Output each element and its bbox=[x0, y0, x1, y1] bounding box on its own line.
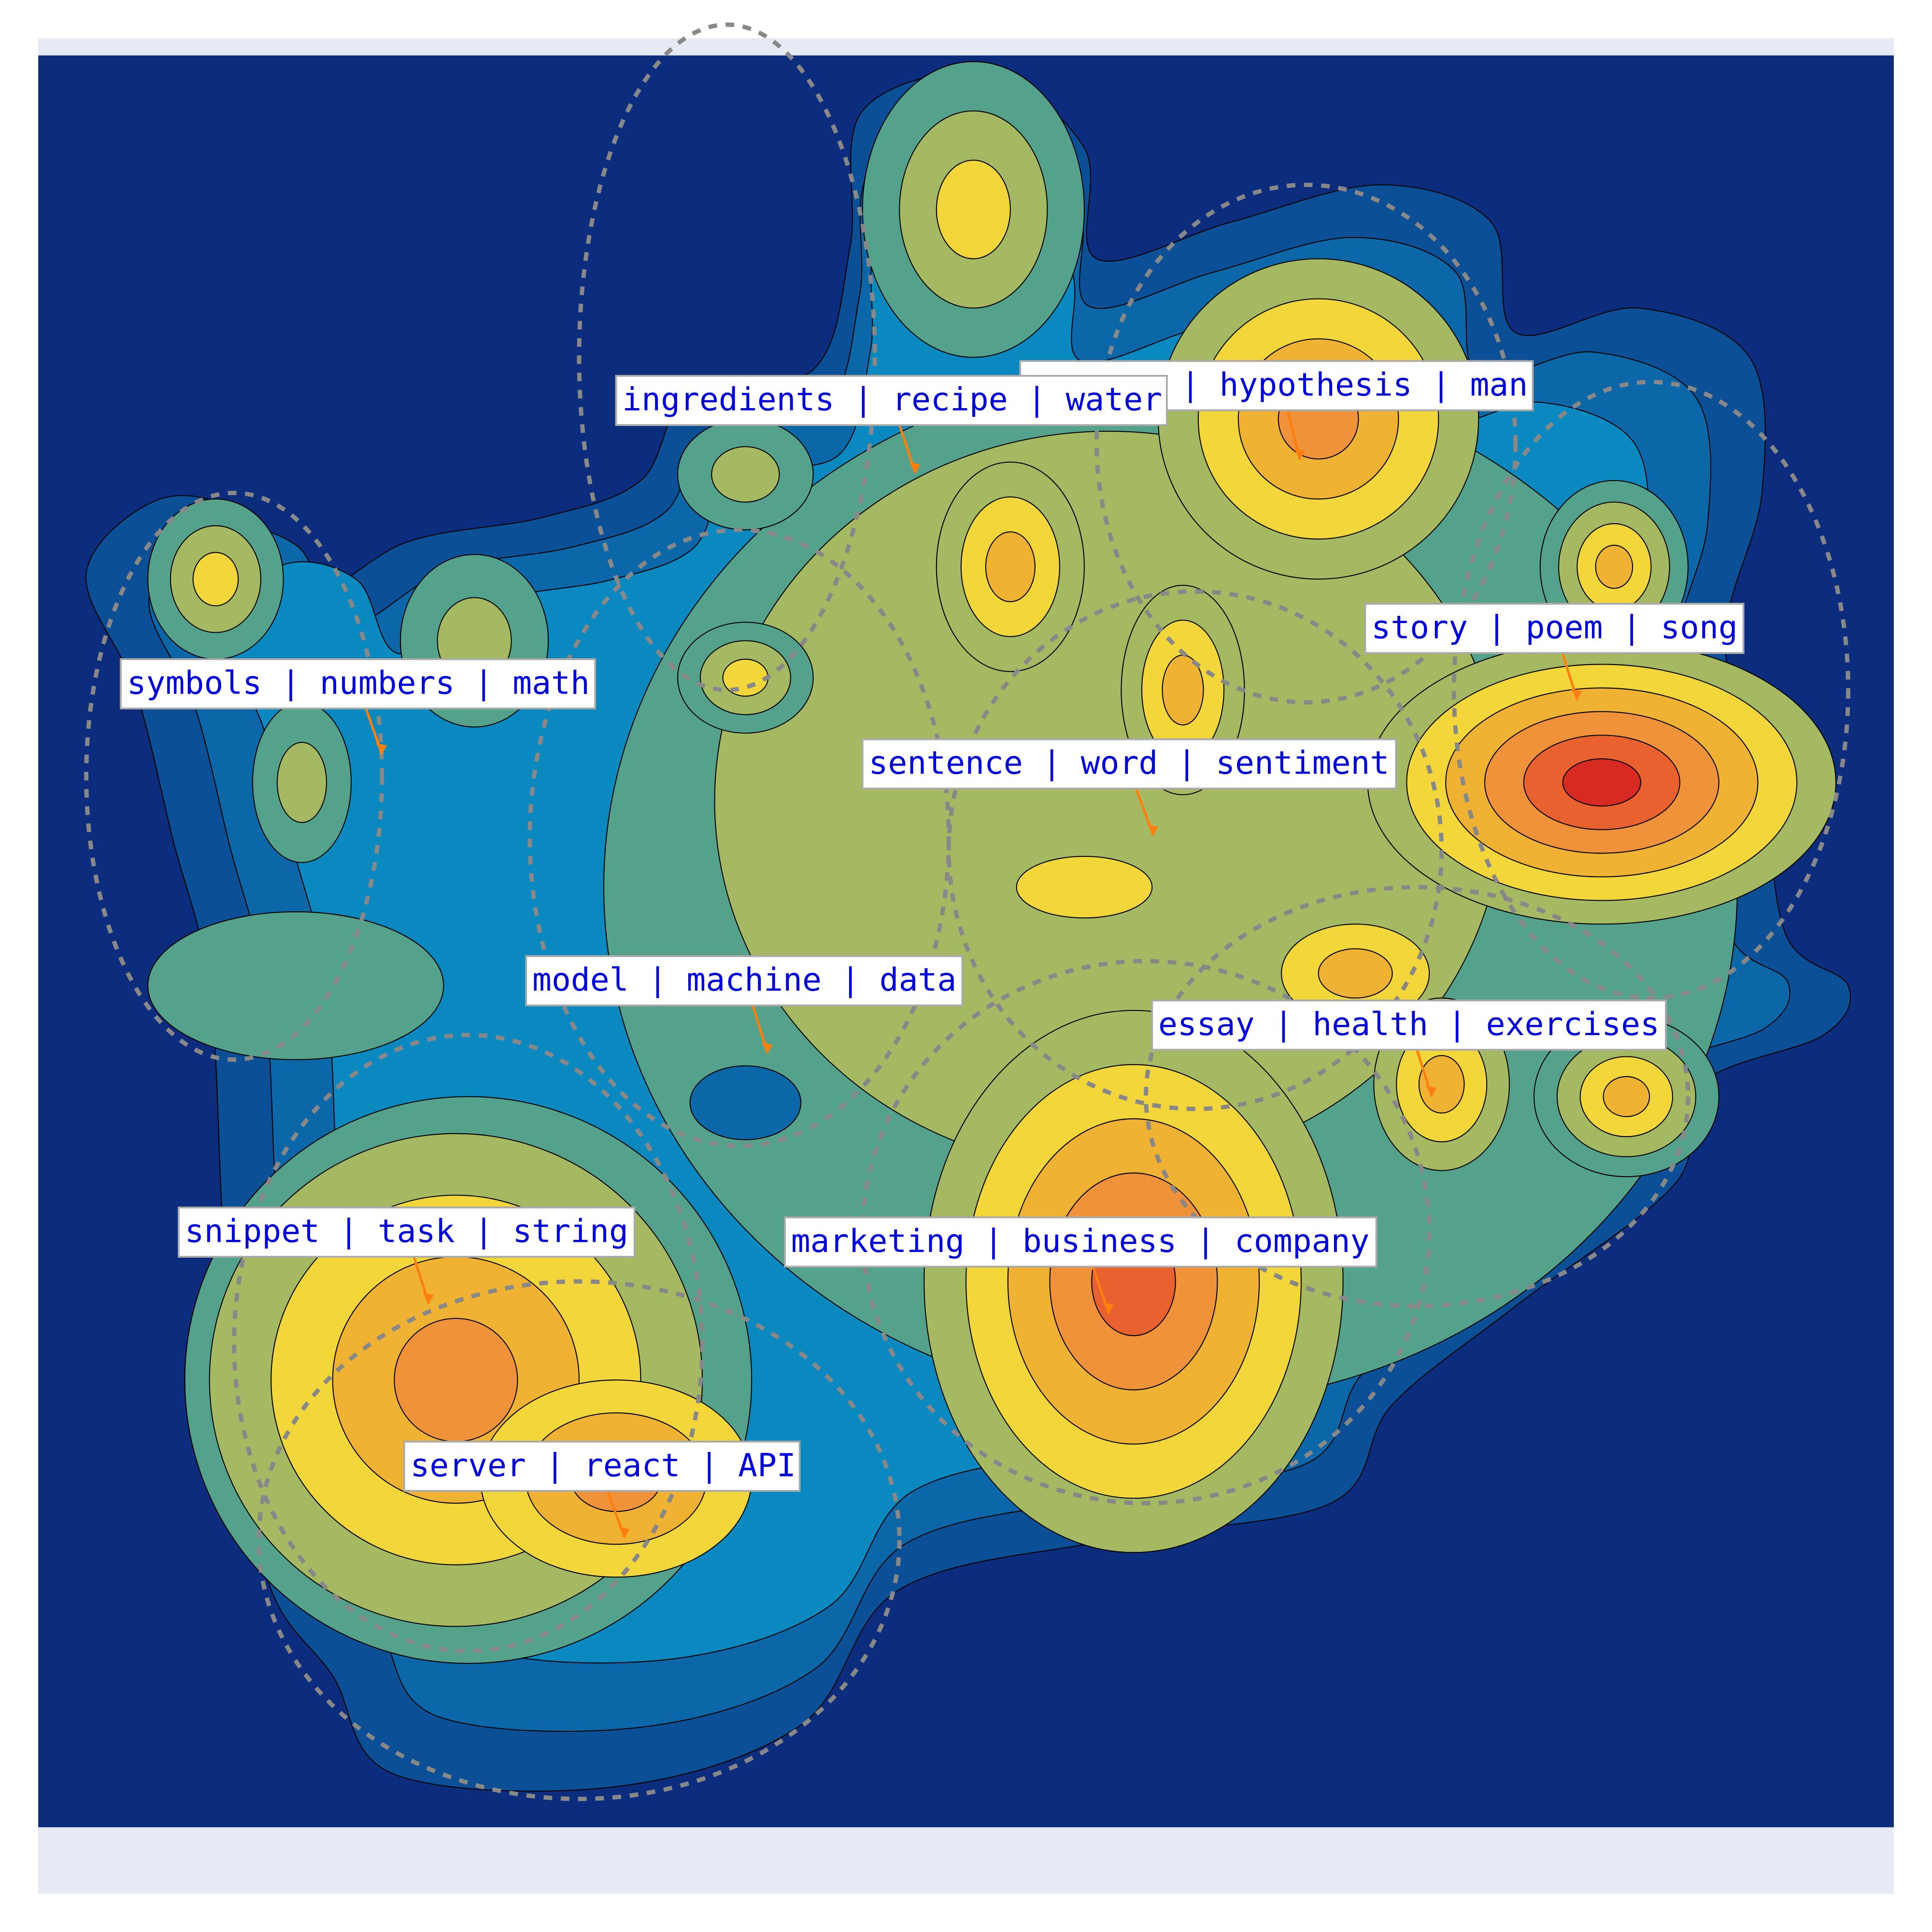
topic-label: server | react | API bbox=[410, 1446, 796, 1484]
topic-label: ingredients | recipe | water bbox=[622, 381, 1162, 418]
topic-label: model | machine | data bbox=[532, 961, 956, 998]
cluster-outline bbox=[946, 589, 1444, 1111]
contour bbox=[711, 446, 780, 503]
contour bbox=[1595, 544, 1634, 589]
contour bbox=[1418, 1055, 1465, 1114]
arrow-head bbox=[618, 1526, 630, 1538]
topic-label: marketing | business | company bbox=[791, 1222, 1370, 1260]
arrow-head bbox=[1103, 1302, 1114, 1314]
contour bbox=[1318, 948, 1393, 999]
contour bbox=[1016, 855, 1153, 919]
topic-label: snippet | task | string bbox=[185, 1212, 628, 1250]
label-box bbox=[615, 375, 1168, 426]
topic-label: symbols | numbers | math bbox=[127, 664, 590, 701]
contour bbox=[147, 911, 444, 1060]
arrow-head bbox=[423, 1293, 434, 1304]
label-box bbox=[784, 1216, 1378, 1268]
label-box bbox=[525, 955, 964, 1007]
label-box bbox=[861, 738, 1397, 790]
contour bbox=[394, 1318, 518, 1442]
arrow-head bbox=[1293, 448, 1305, 460]
label-box bbox=[1364, 603, 1745, 654]
topic-label: story | poem | song bbox=[1371, 609, 1738, 646]
cluster-outline bbox=[527, 527, 951, 1148]
cluster-outline bbox=[1451, 380, 1850, 1000]
label-box bbox=[403, 1440, 801, 1492]
contour bbox=[722, 658, 769, 697]
cluster-outline bbox=[256, 1279, 902, 1801]
cluster-outlines bbox=[84, 22, 1850, 1801]
arrow-head bbox=[1425, 1085, 1437, 1097]
contour bbox=[689, 1065, 802, 1140]
topic-labels: | hypothesis | man ingredients | recipe |… bbox=[120, 360, 1745, 1538]
arrow-head bbox=[1571, 689, 1582, 700]
cluster-outline bbox=[577, 22, 877, 693]
contour bbox=[192, 552, 239, 607]
contour bbox=[1603, 1076, 1650, 1117]
contour bbox=[276, 741, 327, 823]
cluster-outline bbox=[232, 1033, 705, 1653]
arrow-head bbox=[909, 462, 921, 473]
contour bbox=[936, 159, 1011, 259]
cluster-outline bbox=[1094, 183, 1518, 705]
label-box bbox=[177, 1207, 636, 1258]
topic-label: | hypothesis | man bbox=[1181, 366, 1528, 403]
arrow-head bbox=[761, 1042, 773, 1054]
arrow-head bbox=[376, 743, 387, 754]
label-box bbox=[1151, 999, 1667, 1051]
contour bbox=[985, 531, 1036, 602]
topic-label: sentence | word | sentiment bbox=[868, 744, 1389, 781]
topic-label: essay | health | exercises bbox=[1158, 1005, 1660, 1043]
arrow-head bbox=[1147, 824, 1158, 836]
contour bbox=[1562, 758, 1642, 807]
label-box bbox=[120, 658, 597, 710]
cluster-outline bbox=[84, 490, 384, 1062]
cluster-outline bbox=[1143, 885, 1690, 1308]
